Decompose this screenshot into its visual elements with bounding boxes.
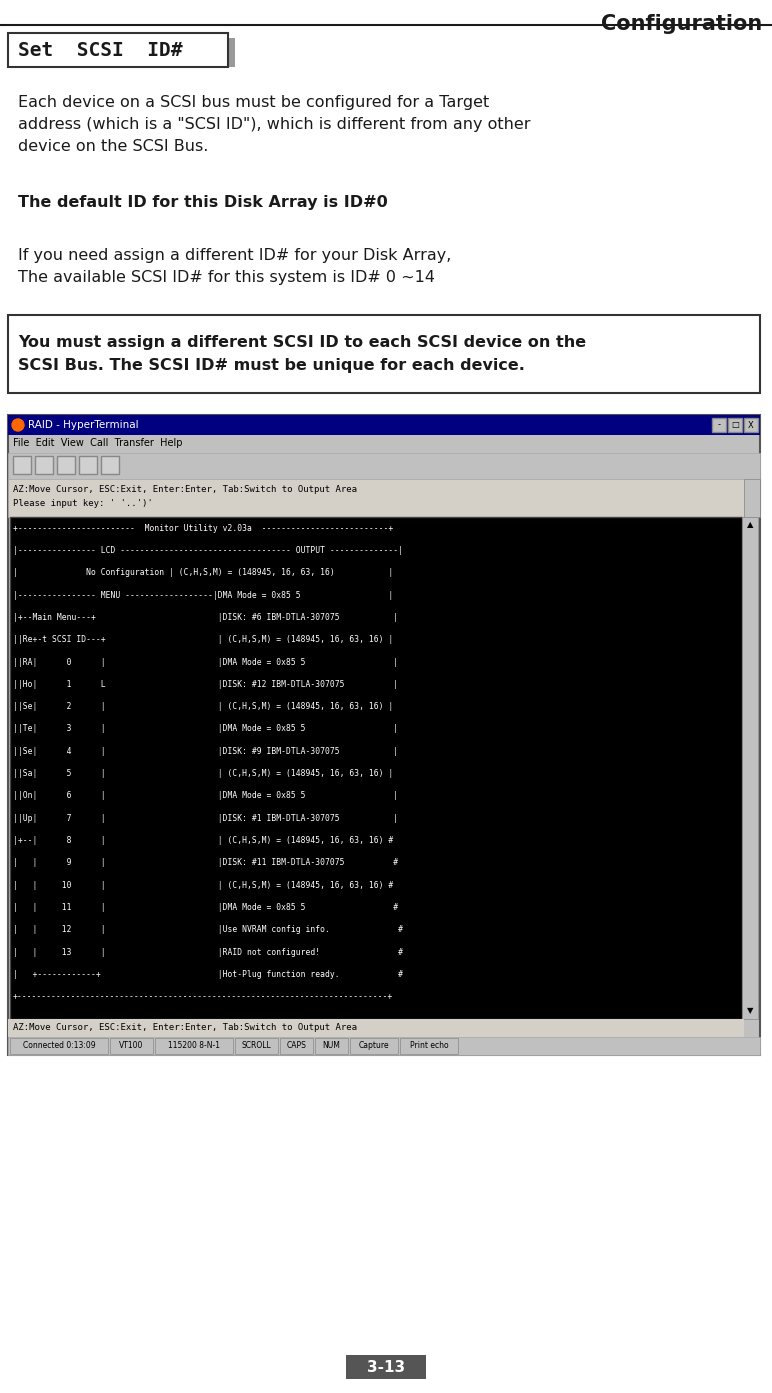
Text: Capture: Capture [359,1042,389,1050]
FancyBboxPatch shape [744,418,758,432]
FancyBboxPatch shape [350,1038,398,1055]
FancyBboxPatch shape [110,1038,153,1055]
Text: ||Sa|      5      |                       | (C,H,S,M) = (148945, 16, 63, 16) |: ||Sa| 5 | | (C,H,S,M) = (148945, 16, 63,… [13,769,393,779]
Text: ||On|      6      |                       |DMA Mode = 0x85 5                  |: ||On| 6 | |DMA Mode = 0x85 5 | [13,791,398,801]
Text: |---------------- LCD ----------------------------------- OUTPUT --------------|: |---------------- LCD ------------------… [13,546,403,554]
FancyBboxPatch shape [155,1038,233,1055]
Text: VT100: VT100 [120,1042,144,1050]
Text: |   |     10      |                       | (C,H,S,M) = (148945, 16, 63, 16) #: | | 10 | | (C,H,S,M) = (148945, 16, 63, … [13,880,393,890]
Text: SCROLL: SCROLL [242,1042,272,1050]
Text: Each device on a SCSI bus must be configured for a Target
address (which is a "S: Each device on a SCSI bus must be config… [18,95,530,155]
FancyBboxPatch shape [8,415,760,435]
Text: |   |     11      |                       |DMA Mode = 0x85 5                  #: | | 11 | |DMA Mode = 0x85 5 # [13,903,398,912]
Text: ▼: ▼ [747,1007,753,1015]
FancyBboxPatch shape [10,1038,108,1055]
FancyBboxPatch shape [712,418,726,432]
Text: Connected 0:13:09: Connected 0:13:09 [22,1042,95,1050]
Text: ||Re+-t SCSI ID---+                       | (C,H,S,M) = (148945, 16, 63, 16) |: ||Re+-t SCSI ID---+ | (C,H,S,M) = (14894… [13,635,393,644]
FancyBboxPatch shape [346,1355,426,1379]
FancyBboxPatch shape [101,456,119,474]
Text: |   |     13      |                       |RAID not configured!                #: | | 13 | |RAID not configured! # [13,947,403,957]
Text: Set  SCSI  ID#: Set SCSI ID# [18,40,182,60]
FancyBboxPatch shape [228,38,235,67]
Text: If you need assign a different ID# for your Disk Array,
The available SCSI ID# f: If you need assign a different ID# for y… [18,248,452,286]
Text: AZ:Move Cursor, ESC:Exit, Enter:Enter, Tab:Switch to Output Area: AZ:Move Cursor, ESC:Exit, Enter:Enter, T… [13,485,357,493]
FancyBboxPatch shape [744,479,760,517]
FancyBboxPatch shape [280,1038,313,1055]
FancyBboxPatch shape [8,479,744,517]
Text: -: - [717,421,720,429]
Text: |   +------------+                        |Hot-Plug function ready.            #: | +------------+ |Hot-Plug function read… [13,970,403,979]
FancyBboxPatch shape [8,453,760,479]
FancyBboxPatch shape [35,456,53,474]
Text: RAID - HyperTerminal: RAID - HyperTerminal [28,421,139,430]
Text: |+--Main Menu---+                         |DISK: #6 IBM-DTLA-307075           |: |+--Main Menu---+ |DISK: #6 IBM-DTLA-307… [13,613,398,621]
Text: □: □ [731,421,739,429]
FancyBboxPatch shape [235,1038,278,1055]
FancyBboxPatch shape [10,517,742,1020]
Text: AZ:Move Cursor, ESC:Exit, Enter:Enter, Tab:Switch to Output Area: AZ:Move Cursor, ESC:Exit, Enter:Enter, T… [13,1024,357,1032]
Text: X: X [748,421,754,429]
FancyBboxPatch shape [728,418,742,432]
Text: |+--|      8      |                       | (C,H,S,M) = (148945, 16, 63, 16) #: |+--| 8 | | (C,H,S,M) = (148945, 16, 63,… [13,836,393,846]
FancyBboxPatch shape [400,1038,458,1055]
Text: ||Ho|      1      L                       |DISK: #12 IBM-DTLA-307075          |: ||Ho| 1 L |DISK: #12 IBM-DTLA-307075 | [13,680,398,688]
FancyBboxPatch shape [742,517,758,1020]
Text: ||Te|      3      |                       |DMA Mode = 0x85 5                  |: ||Te| 3 | |DMA Mode = 0x85 5 | [13,724,398,734]
Text: ||Up|      7      |                       |DISK: #1 IBM-DTLA-307075           |: ||Up| 7 | |DISK: #1 IBM-DTLA-307075 | [13,814,398,823]
Circle shape [12,419,24,430]
Text: ||Se|      2      |                       | (C,H,S,M) = (148945, 16, 63, 16) |: ||Se| 2 | | (C,H,S,M) = (148945, 16, 63,… [13,702,393,712]
Text: ▲: ▲ [747,521,753,529]
Text: Please input key: ' '..')': Please input key: ' '..')' [13,500,153,508]
Text: Configuration: Configuration [601,14,762,33]
FancyBboxPatch shape [8,315,760,393]
Text: CAPS: CAPS [286,1042,306,1050]
FancyBboxPatch shape [57,456,75,474]
FancyBboxPatch shape [13,456,31,474]
Text: The default ID for this Disk Array is ID#0: The default ID for this Disk Array is ID… [18,195,388,210]
Text: |              No Configuration | (C,H,S,M) = (148945, 16, 63, 16)           |: | No Configuration | (C,H,S,M) = (148945… [13,568,393,577]
Text: NUM: NUM [323,1042,340,1050]
Text: |   |      9      |                       |DISK: #11 IBM-DTLA-307075          #: | | 9 | |DISK: #11 IBM-DTLA-307075 # [13,858,398,868]
FancyBboxPatch shape [8,1020,744,1036]
FancyBboxPatch shape [79,456,97,474]
Text: Print echo: Print echo [410,1042,449,1050]
Text: +----------------------------------------------------------------------------+: +---------------------------------------… [13,992,393,1002]
Text: |   |     12      |                       |Use NVRAM config info.              #: | | 12 | |Use NVRAM config info. # [13,925,403,935]
Text: |---------------- MENU ------------------|DMA Mode = 0x85 5                  |: |---------------- MENU -----------------… [13,591,393,599]
FancyBboxPatch shape [8,415,760,1055]
FancyBboxPatch shape [315,1038,348,1055]
Text: File  Edit  View  Call  Transfer  Help: File Edit View Call Transfer Help [13,437,182,449]
FancyBboxPatch shape [8,33,228,67]
Text: 115200 8-N-1: 115200 8-N-1 [168,1042,220,1050]
Text: ||RA|      0      |                       |DMA Mode = 0x85 5                  |: ||RA| 0 | |DMA Mode = 0x85 5 | [13,657,398,666]
Text: 3-13: 3-13 [367,1360,405,1375]
Text: ||Se|      4      |                       |DISK: #9 IBM-DTLA-307075           |: ||Se| 4 | |DISK: #9 IBM-DTLA-307075 | [13,747,398,756]
Text: +------------------------  Monitor Utility v2.03a  --------------------------+: +------------------------ Monitor Utilit… [13,524,393,532]
FancyBboxPatch shape [8,1036,760,1055]
Text: You must assign a different SCSI ID to each SCSI device on the
SCSI Bus. The SCS: You must assign a different SCSI ID to e… [18,336,586,372]
